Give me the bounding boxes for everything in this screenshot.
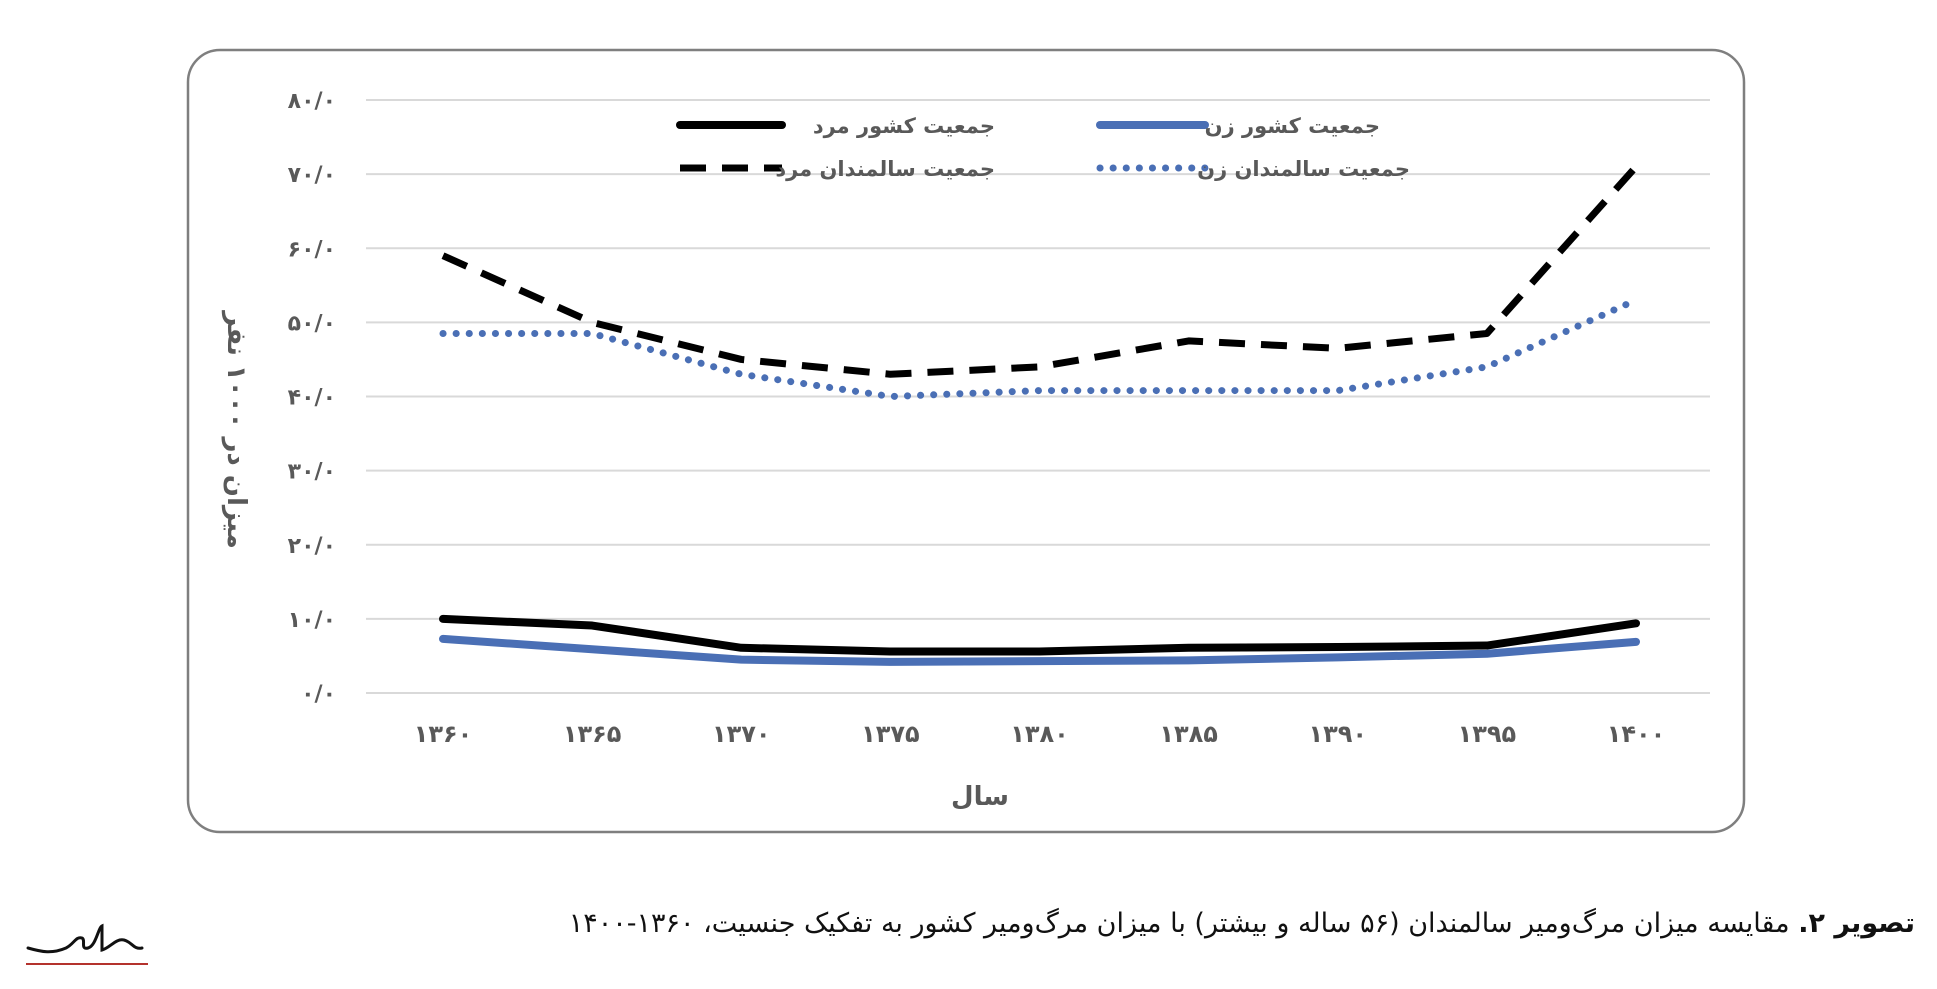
- y-axis-title: میزان در ۱۰۰۰ نفر: [221, 309, 251, 549]
- series-line: [441, 164, 1639, 378]
- series-line: [439, 614, 1640, 656]
- y-tick-label: ۳۰/۰: [288, 460, 336, 485]
- caption-label: تصویر ۲.: [1798, 908, 1915, 939]
- y-tick-label: ۷۰/۰: [288, 163, 336, 188]
- figure-caption: تصویر ۲. مقایسه میزان مرگ‌ومیر سالمندان …: [569, 908, 1915, 939]
- series-lines: [439, 164, 1640, 666]
- caption-text: مقایسه میزان مرگ‌ومیر سالمندان (۵۶ ساله …: [568, 908, 1790, 939]
- x-tick-label: ۱۳۸۰: [1010, 720, 1069, 748]
- chart-figure: ۰/۰ ۱۰/۰ ۲۰/۰ ۳۰/۰ ۴۰/۰ ۵۰/۰ ۶۰/۰ ۷۰/۰ ۸۰/۰ ۱۳۶۰…: [186, 48, 1746, 834]
- legend-label: جمعیت کشور مرد: [813, 114, 995, 138]
- x-tick-label: ۱۳۷۰: [712, 720, 771, 748]
- salmand-logo: [26, 923, 148, 965]
- x-tick-label: ۱۳۶۰: [414, 720, 473, 748]
- x-tick-label: ۱۳۸۵: [1159, 720, 1218, 748]
- x-axis-ticks: ۱۳۶۰ ۱۳۶۵ ۱۳۷۰ ۱۳۷۵ ۱۳۸۰ ۱۳۸۵ ۱۳۹۰ ۱۳۹۵ ۱۴۰۰: [414, 720, 1666, 748]
- x-tick-label: ۱۴۰۰: [1607, 720, 1666, 748]
- x-tick-label: ۱۳۷۵: [861, 720, 920, 748]
- y-tick-label: ۱۰/۰: [288, 608, 336, 633]
- legend-label: جمعیت سالمندان زن: [1197, 157, 1410, 181]
- series-line: [439, 634, 1640, 666]
- y-tick-label: ۶۰/۰: [288, 237, 336, 262]
- x-tick-label: ۱۳۶۵: [563, 720, 622, 748]
- chart-border: [186, 48, 1746, 834]
- logo-script: [26, 923, 144, 954]
- legend-label: جمعیت کشور زن: [1205, 114, 1380, 138]
- y-tick-label: ۵۰/۰: [288, 311, 336, 336]
- y-tick-label: ۲۰/۰: [288, 534, 336, 559]
- series-line: [439, 296, 1640, 400]
- y-axis-ticks: ۰/۰ ۱۰/۰ ۲۰/۰ ۳۰/۰ ۴۰/۰ ۵۰/۰ ۶۰/۰ ۷۰/۰ ۸۰/۰: [288, 89, 336, 707]
- y-tick-label: ۴۰/۰: [288, 386, 336, 411]
- legend-label: جمعیت سالمندان مرد: [775, 157, 995, 181]
- legend: جمعیت کشور مرد جمعیت کشور زن جمعیت سالمندا…: [676, 114, 1410, 181]
- x-tick-label: ۱۳۹۵: [1458, 720, 1517, 748]
- gridlines: [366, 99, 1710, 694]
- y-tick-label: ۰/۰: [301, 682, 336, 707]
- x-tick-label: ۱۳۹۰: [1308, 720, 1367, 748]
- x-axis-title: سال: [951, 782, 1009, 812]
- y-tick-label: ۸۰/۰: [288, 89, 336, 114]
